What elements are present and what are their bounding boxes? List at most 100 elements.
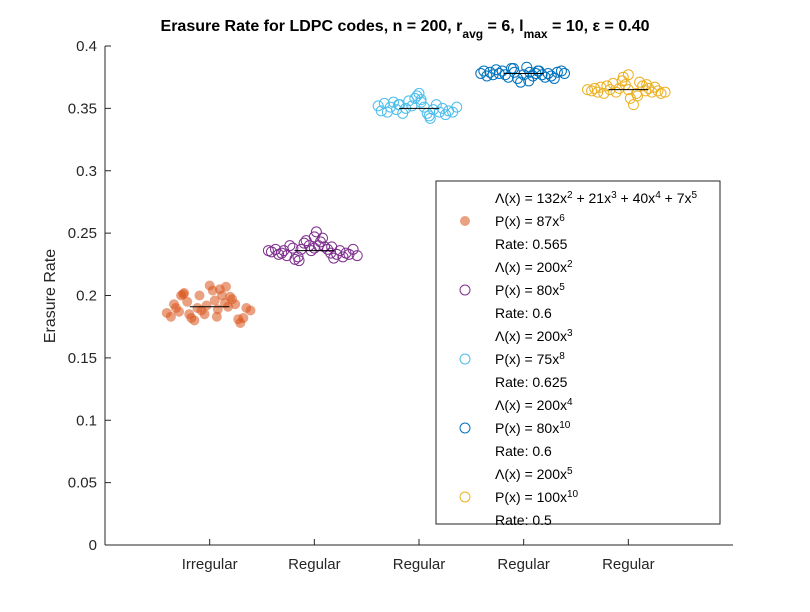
legend-rate-text: Rate: 0.565 [495,236,568,252]
data-point [182,296,193,307]
data-point [484,66,496,78]
x-tick-label: Regular [497,556,550,573]
legend-marker [459,284,471,296]
data-point [174,306,185,317]
data-point [523,75,535,87]
data-point [601,80,613,92]
legend-entry-text: Λ(x) = 132x2 + 21x3 + 40x4 + 7x5 [495,190,698,207]
data-point [211,311,222,322]
data-point [624,92,636,104]
data-point [316,232,328,244]
data-point [337,251,349,263]
data-point [298,237,310,249]
data-point [308,231,320,243]
y-tick-label: 0 [89,537,97,554]
data-point [515,76,527,88]
data-point [331,248,343,260]
data-point [406,100,418,112]
data-point [411,90,423,102]
data-point [634,76,646,88]
x-tick-label: Regular [602,556,655,573]
y-tick-label: 0.3 [76,163,97,180]
series-5 [582,69,671,111]
data-point [375,105,387,117]
data-point [598,87,610,99]
y-tick-label: 0.05 [68,475,97,492]
legend-rate-text: Rate: 0.5 [495,512,552,528]
x-tick-label: Regular [288,556,341,573]
data-point [319,241,331,253]
data-point [586,85,598,97]
data-point [582,84,594,96]
data-point [640,85,652,97]
axes: 0 0.05 0.1 0.15 0.2 0.25 0.3 0.35 0.4 Irregular Re… [68,38,733,573]
legend-rate-text: Rate: 0.625 [495,374,568,390]
legend: Λ(x) = 132x2 + 21x3 + 40x4 + 7x5 P(x) = 8… [435,180,721,528]
data-point [293,255,305,267]
legend-entry-text: P(x) = 100x10 [495,489,579,506]
legend-entry-text: P(x) = 75x8 [495,351,565,368]
data-point [310,226,322,238]
data-point [627,99,639,111]
legend-entry-text: Λ(x) = 200x3 [495,328,573,345]
data-point [216,290,227,301]
legend-rate-text: Rate: 0.6 [495,443,552,459]
legend-entry-text: Λ(x) = 200x2 [495,259,573,276]
y-tick-label: 0.25 [68,225,97,242]
data-point [245,305,256,316]
legend-box [435,180,721,525]
y-axis-label: Erasure Rate [42,249,59,343]
data-point [655,87,667,99]
data-point [328,252,340,264]
data-point [536,69,548,81]
legend-entry-text: P(x) = 80x5 [495,282,565,299]
legend-entry-text: P(x) = 87x6 [495,213,565,230]
data-point [649,81,661,93]
data-point [199,309,210,320]
series-3 [372,87,463,124]
data-point [451,101,463,113]
data-point [178,289,189,300]
legend-marker [459,422,471,434]
series-2 [262,226,363,267]
data-point [430,99,442,111]
data-point [545,70,557,82]
data-point [558,67,570,79]
data-point [610,86,622,98]
data-point [165,311,176,322]
data-point [423,110,435,122]
y-tick-label: 0.4 [76,38,97,55]
data-point [659,86,671,98]
data-point [532,65,544,77]
y-tick-label: 0.1 [76,412,97,429]
data-point [589,82,601,94]
data-point [238,312,249,323]
legend-rate-text: Rate: 0.6 [495,305,552,321]
data-point [475,67,487,79]
legend-entry-text: Λ(x) = 200x5 [495,466,573,483]
data-point [440,109,452,121]
data-point [287,242,299,254]
data-point [387,96,399,108]
y-tick-label: 0.35 [68,100,97,117]
data-point [524,66,536,78]
data-point [555,65,567,77]
data-point [209,295,220,306]
series-4 [475,61,570,88]
data-point [551,66,563,78]
legend-marker [460,216,470,226]
legend-marker [459,353,471,365]
data-point [220,281,231,292]
legend-marker [459,491,471,503]
data-point [194,290,205,301]
data-point [490,64,502,76]
data-point [415,94,427,106]
data-point [652,85,664,97]
y-tick-label: 0.2 [76,288,97,305]
data-point [201,300,212,311]
plot-area [161,61,671,328]
data-point [284,240,296,252]
data-point [189,315,200,326]
data-point [326,241,338,253]
